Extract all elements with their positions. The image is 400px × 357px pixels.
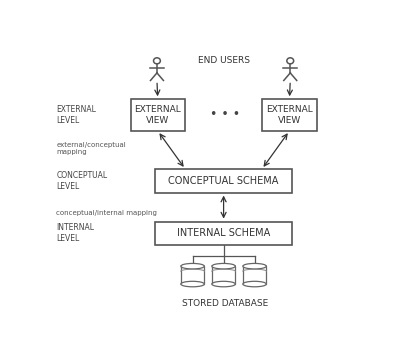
- Text: EXTERNAL
LEVEL: EXTERNAL LEVEL: [56, 105, 96, 125]
- Text: CONCEPTUAL SCHEMA: CONCEPTUAL SCHEMA: [168, 176, 279, 186]
- Bar: [181, 266, 204, 284]
- Text: • • •: • • •: [210, 109, 240, 121]
- Text: CONCEPTUAL
LEVEL: CONCEPTUAL LEVEL: [56, 171, 107, 191]
- Text: EXTERNAL
VIEW: EXTERNAL VIEW: [134, 105, 181, 125]
- Ellipse shape: [181, 263, 204, 269]
- Bar: [262, 99, 317, 131]
- Ellipse shape: [243, 281, 266, 287]
- Text: END USERS: END USERS: [198, 56, 250, 65]
- Ellipse shape: [212, 263, 235, 269]
- Ellipse shape: [212, 281, 235, 287]
- Text: INTERNAL
LEVEL: INTERNAL LEVEL: [56, 223, 94, 243]
- Text: conceptual/internal mapping: conceptual/internal mapping: [56, 210, 157, 216]
- Text: EXTERNAL
VIEW: EXTERNAL VIEW: [266, 105, 313, 125]
- Bar: [243, 266, 266, 284]
- Ellipse shape: [243, 263, 266, 269]
- Text: external/conceptual
mapping: external/conceptual mapping: [56, 142, 126, 155]
- Text: INTERNAL SCHEMA: INTERNAL SCHEMA: [177, 228, 270, 238]
- Ellipse shape: [181, 281, 204, 287]
- Bar: [212, 266, 235, 284]
- Bar: [155, 169, 292, 193]
- Bar: [155, 221, 292, 245]
- Bar: [131, 99, 185, 131]
- Text: STORED DATABASE: STORED DATABASE: [182, 300, 268, 308]
